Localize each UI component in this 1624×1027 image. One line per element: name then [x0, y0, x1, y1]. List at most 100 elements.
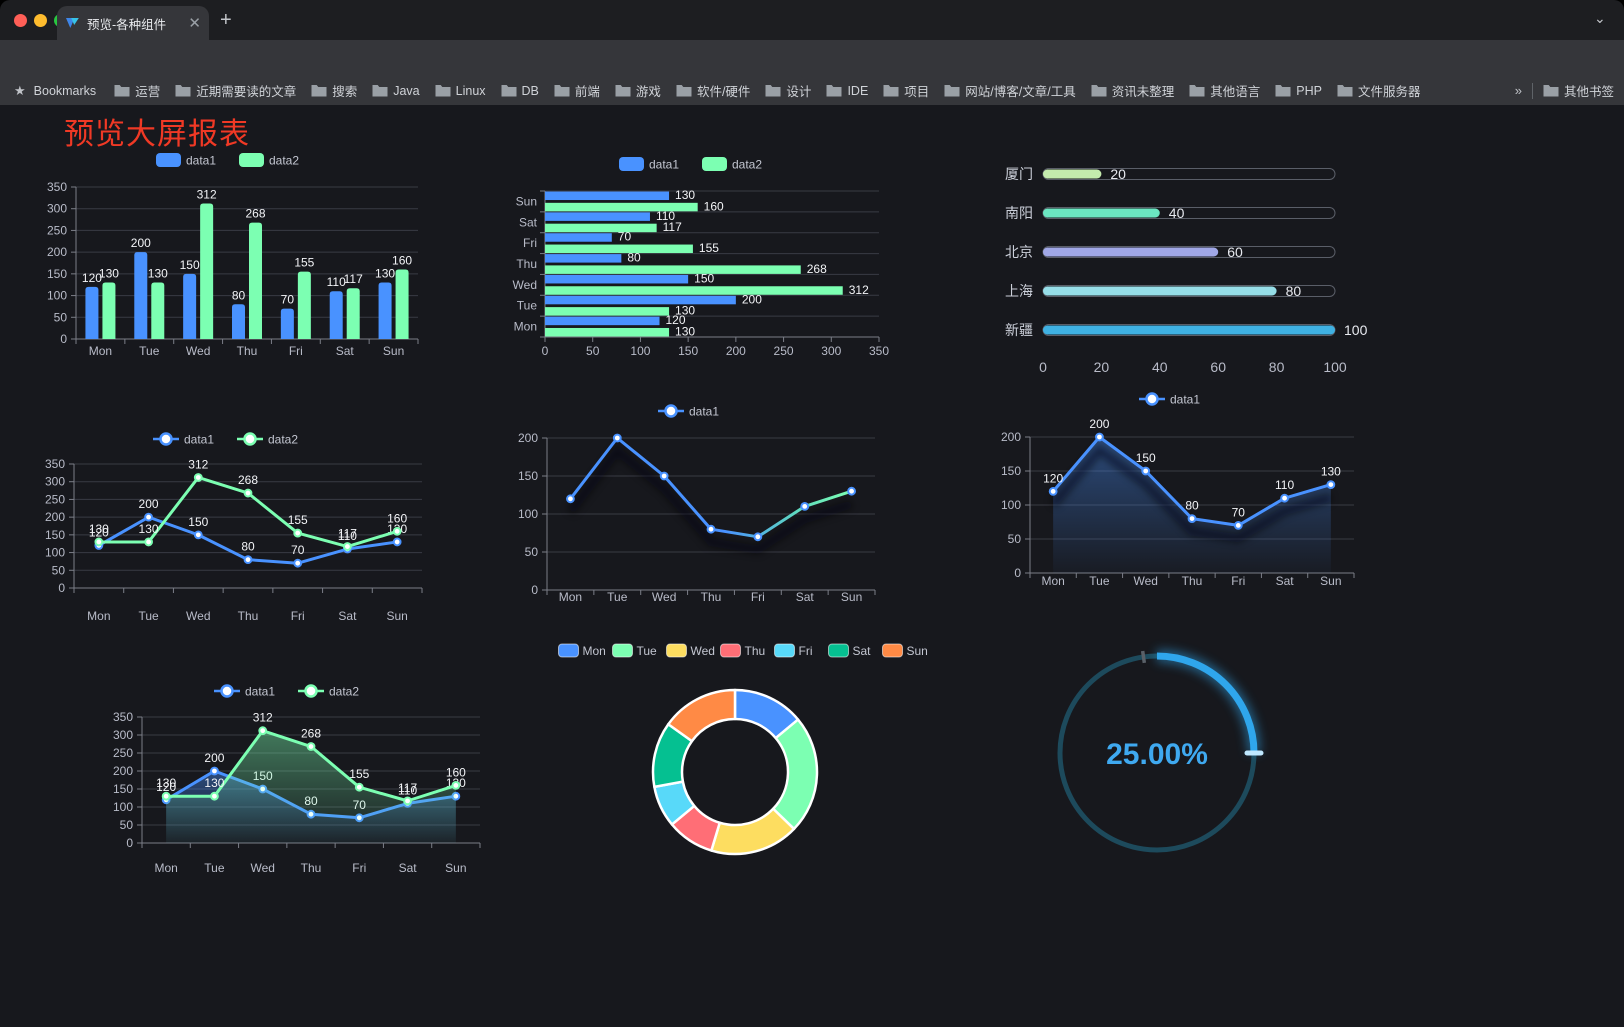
svg-text:110: 110: [398, 783, 417, 797]
svg-text:Thu: Thu: [238, 609, 259, 623]
svg-text:20: 20: [1094, 359, 1110, 375]
svg-text:130: 130: [89, 522, 109, 536]
svg-text:Tue: Tue: [204, 861, 225, 875]
bookmarks-label[interactable]: Bookmarks: [33, 83, 97, 98]
svg-text:Mon: Mon: [583, 644, 606, 658]
svg-text:Sat: Sat: [1276, 574, 1295, 588]
svg-text:Mon: Mon: [87, 609, 110, 623]
bookmarks-overflow-chevron[interactable]: »: [1514, 83, 1522, 98]
svg-text:40: 40: [1169, 205, 1185, 221]
tab-search-chevron-icon[interactable]: ⌄: [1594, 10, 1606, 26]
bookmark-folder[interactable]: PHP: [1275, 84, 1322, 98]
folder-icon: [676, 85, 692, 97]
tab-title: 预览-各种组件: [87, 17, 167, 32]
svg-text:50: 50: [1008, 532, 1022, 546]
svg-text:0: 0: [58, 581, 65, 595]
svg-text:155: 155: [349, 767, 369, 781]
folder-icon: [1275, 85, 1291, 97]
folder-icon: [372, 85, 388, 97]
tab-close-icon[interactable]: ✕: [188, 15, 201, 32]
svg-text:Sun: Sun: [907, 644, 928, 658]
donut-chart: Mon Tue Wed Thu Fri Sat Sun: [543, 632, 943, 879]
bookmark-folder[interactable]: 运营: [114, 81, 160, 100]
bookmark-folder[interactable]: 其他语言: [1189, 81, 1260, 100]
svg-text:200: 200: [139, 497, 159, 511]
svg-text:Thu: Thu: [237, 344, 258, 358]
svg-text:Sat: Sat: [853, 644, 872, 658]
svg-text:data1: data1: [186, 154, 216, 168]
bookmark-folder[interactable]: 资讯未整理: [1091, 81, 1174, 100]
bookmark-folder[interactable]: 设计: [765, 81, 811, 100]
window-minimize-button[interactable]: [34, 14, 47, 27]
svg-text:120: 120: [1043, 471, 1063, 485]
svg-text:110: 110: [1275, 478, 1294, 492]
other-bookmarks-folder[interactable]: 其他书签: [1543, 81, 1614, 100]
svg-text:Sat: Sat: [519, 215, 538, 229]
bookmark-folder[interactable]: 游戏: [615, 81, 661, 100]
area-chart-single: data1 0 50 100 150 200 Mon Tue Wed Thu Fri Sat Sun 12…: [980, 386, 1364, 603]
bookmark-folder[interactable]: DB: [501, 84, 539, 98]
bookmark-folder[interactable]: 软件/硬件: [676, 81, 750, 100]
svg-text:Mon: Mon: [1041, 574, 1064, 588]
svg-text:Sat: Sat: [336, 344, 355, 358]
svg-text:250: 250: [774, 344, 794, 358]
svg-text:Thu: Thu: [1182, 574, 1203, 588]
bookmarks-star-icon[interactable]: ★: [14, 82, 26, 98]
bookmark-folder[interactable]: 近期需要读的文章: [175, 81, 296, 100]
svg-text:Tue: Tue: [139, 344, 160, 358]
svg-text:0: 0: [1039, 359, 1047, 375]
svg-text:200: 200: [518, 431, 538, 445]
city-progress-chart: 厦门 20 南阳 40 北京 60 上海 80 新疆 100 0 20 40 60 80 100: [985, 150, 1377, 387]
svg-text:130: 130: [675, 304, 695, 318]
bookmark-folder[interactable]: 搜索: [311, 81, 357, 100]
svg-text:200: 200: [1001, 430, 1021, 444]
svg-text:70: 70: [281, 293, 295, 307]
folder-icon: [944, 85, 960, 97]
svg-text:117: 117: [338, 527, 357, 541]
svg-text:Sun: Sun: [386, 609, 407, 623]
page-title: 预览大屏报表: [64, 118, 250, 151]
svg-text:312: 312: [253, 711, 273, 725]
svg-text:250: 250: [47, 223, 67, 237]
window-close-button[interactable]: [14, 14, 27, 27]
svg-text:110: 110: [338, 529, 357, 543]
bookmark-folder[interactable]: 前端: [554, 81, 600, 100]
svg-text:Sun: Sun: [1320, 574, 1341, 588]
svg-text:268: 268: [245, 207, 265, 221]
svg-text:150: 150: [188, 515, 208, 529]
bookmark-folder[interactable]: 项目: [883, 81, 929, 100]
bookmark-folder[interactable]: 文件服务器: [1337, 81, 1420, 100]
svg-text:130: 130: [675, 324, 695, 338]
svg-text:200: 200: [131, 236, 151, 250]
folder-icon: [501, 85, 517, 97]
bookmark-folder[interactable]: Linux: [435, 84, 486, 98]
svg-text:200: 200: [47, 245, 67, 259]
svg-text:Mon: Mon: [89, 344, 112, 358]
bookmarks-divider: [1531, 82, 1533, 99]
svg-text:80: 80: [627, 251, 641, 265]
svg-text:80: 80: [232, 288, 246, 302]
browser-tab[interactable]: 预览-各种组件 ✕: [57, 6, 209, 40]
svg-text:50: 50: [54, 310, 68, 324]
bookmark-folder[interactable]: IDE: [826, 84, 868, 98]
svg-text:Fri: Fri: [289, 344, 303, 358]
svg-text:70: 70: [1232, 505, 1246, 519]
svg-text:data2: data2: [329, 685, 359, 699]
svg-text:南阳: 南阳: [1005, 205, 1033, 221]
progress-gauge: 25.00%: [1036, 636, 1280, 879]
svg-text:117: 117: [398, 781, 417, 795]
svg-text:data2: data2: [268, 433, 298, 447]
svg-text:Tue: Tue: [517, 299, 538, 313]
bookmark-folder[interactable]: Java: [372, 84, 420, 98]
svg-text:25.00%: 25.00%: [1106, 738, 1208, 771]
svg-text:200: 200: [45, 510, 65, 524]
bookmark-folder[interactable]: 网站/博客/文章/工具: [944, 81, 1076, 100]
area-chart-multi: data1 data2 0 50 100 150 200 250 300 350 Mon Tue Wed…: [90, 674, 488, 905]
new-tab-button[interactable]: +: [220, 9, 232, 31]
tab-favicon: [66, 17, 79, 28]
svg-text:300: 300: [45, 475, 65, 489]
svg-text:150: 150: [180, 258, 200, 272]
svg-text:50: 50: [52, 563, 66, 577]
svg-text:150: 150: [47, 267, 67, 281]
